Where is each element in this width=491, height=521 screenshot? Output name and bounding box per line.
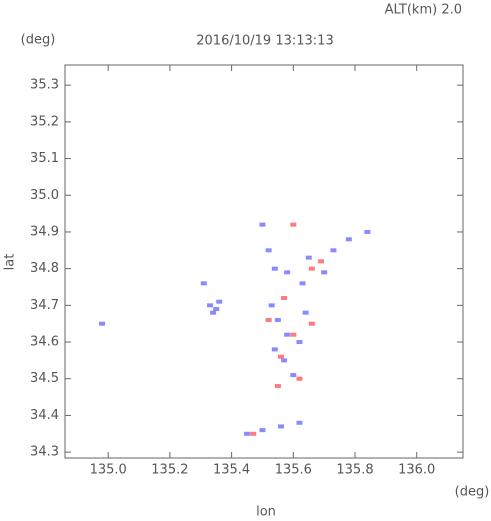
echo-point bbox=[274, 384, 281, 389]
echo-point bbox=[290, 373, 297, 378]
chart-title: 2016/10/19 13:13:13 bbox=[196, 34, 333, 49]
echo-point bbox=[296, 340, 303, 345]
echo-point bbox=[271, 266, 278, 271]
echo-point bbox=[250, 431, 257, 436]
echo-point bbox=[296, 376, 303, 381]
y-unit: (deg) bbox=[21, 33, 56, 48]
echo-point bbox=[210, 310, 217, 315]
echo-point bbox=[259, 428, 266, 433]
y-tick-label: 34.7 bbox=[30, 298, 59, 313]
x-tick-label: 135.0 bbox=[90, 463, 127, 478]
echo-point bbox=[290, 332, 297, 337]
echo-point bbox=[281, 296, 288, 301]
y-tick-label: 34.8 bbox=[30, 261, 59, 276]
echo-point bbox=[207, 303, 214, 308]
echo-point bbox=[277, 424, 284, 429]
y-tick-label: 34.4 bbox=[30, 408, 59, 423]
echo-point bbox=[274, 318, 281, 323]
y-tick-label: 34.9 bbox=[30, 224, 59, 239]
x-axis-label: lon bbox=[256, 505, 276, 520]
echo-point bbox=[265, 318, 272, 323]
x-tick-label: 135.8 bbox=[336, 463, 373, 478]
plot-frame bbox=[64, 64, 464, 459]
echo-point bbox=[330, 248, 337, 253]
echo-point bbox=[265, 248, 272, 253]
echo-point bbox=[99, 321, 106, 326]
echo-point bbox=[302, 310, 309, 315]
echo-point bbox=[308, 266, 315, 271]
y-tick-label: 34.5 bbox=[30, 371, 59, 386]
y-tick-label: 35.1 bbox=[30, 151, 59, 166]
echo-point bbox=[277, 354, 284, 359]
echo-point bbox=[290, 222, 297, 227]
x-tick-label: 135.4 bbox=[213, 463, 250, 478]
y-tick-label: 34.3 bbox=[30, 445, 59, 460]
echo-point bbox=[308, 321, 315, 326]
echo-point bbox=[213, 307, 220, 312]
y-tick-label: 34.6 bbox=[30, 335, 59, 350]
echo-point bbox=[345, 237, 352, 242]
echo-point bbox=[299, 281, 306, 286]
echo-point bbox=[216, 299, 223, 304]
echo-point bbox=[259, 222, 266, 227]
y-axis-label: lat bbox=[3, 254, 18, 271]
echo-point bbox=[271, 347, 278, 352]
y-tick-label: 35.0 bbox=[30, 188, 59, 203]
x-tick-label: 135.6 bbox=[275, 463, 312, 478]
echo-point bbox=[284, 332, 291, 337]
altitude-annotation: ALT(km) 2.0 bbox=[385, 3, 462, 18]
echo-point bbox=[281, 358, 288, 363]
echo-point bbox=[364, 229, 371, 234]
echo-point bbox=[321, 270, 328, 275]
echo-point bbox=[296, 420, 303, 425]
y-tick-label: 35.2 bbox=[30, 114, 59, 129]
echo-point bbox=[200, 281, 207, 286]
x-unit: (deg) bbox=[455, 485, 490, 500]
echo-point bbox=[305, 255, 312, 260]
echo-point bbox=[268, 303, 275, 308]
x-tick-label: 136.0 bbox=[398, 463, 435, 478]
echo-point bbox=[284, 270, 291, 275]
echo-point bbox=[318, 259, 325, 264]
y-tick-label: 35.3 bbox=[30, 78, 59, 93]
echo-point bbox=[244, 431, 251, 436]
x-tick-label: 135.2 bbox=[151, 463, 188, 478]
